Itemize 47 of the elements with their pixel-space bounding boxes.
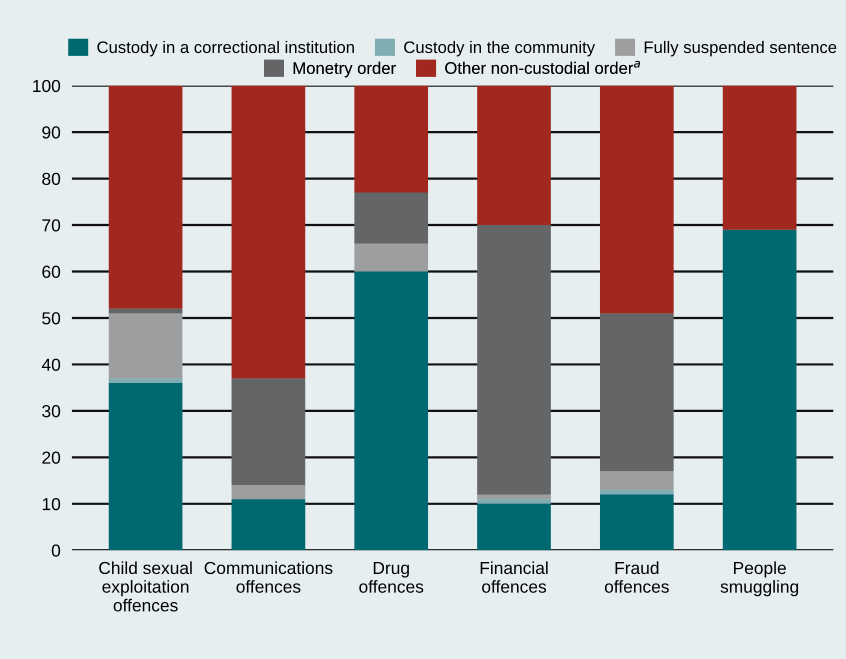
y-tick-label: 100 — [33, 80, 60, 92]
bar — [354, 272, 428, 550]
bar — [108, 308, 182, 314]
bar — [232, 485, 306, 500]
x-tick-label: People smuggling — [720, 561, 798, 596]
x-tick-label: Financial offences — [480, 561, 548, 593]
bar — [600, 490, 674, 495]
bar — [600, 471, 674, 490]
bar — [722, 86, 796, 230]
bar — [477, 504, 551, 550]
bar — [477, 494, 551, 500]
y-tick-label: 60 — [42, 266, 60, 278]
y-tick-label: 90 — [42, 126, 60, 139]
x-tick-label: Communications offences — [204, 561, 332, 593]
bar — [108, 383, 182, 550]
y-tick-label: 50 — [42, 312, 60, 324]
bar — [477, 86, 551, 226]
x-tick-label: Child sexual exploitation offences — [99, 561, 192, 612]
bar — [354, 192, 428, 244]
x-tick-label: Drug offences — [359, 562, 424, 593]
legend-label: Fully suspended sentence — [644, 40, 836, 56]
y-tick-label: 20 — [42, 452, 60, 464]
y-tick-label: 10 — [42, 498, 60, 510]
bar — [354, 244, 428, 272]
legend-label: Custody in the community — [404, 40, 596, 56]
bar — [108, 378, 182, 384]
bar — [108, 313, 182, 378]
bar — [600, 86, 674, 314]
legend-label: Other non-custodial order$^{a}$ — [445, 60, 640, 74]
y-tick-label: 40 — [42, 358, 60, 371]
bar — [600, 494, 674, 550]
y-tick-label: 70 — [42, 219, 60, 232]
bar — [600, 313, 674, 472]
legend-label: Monetry order — [294, 62, 396, 78]
x-tick-label: Fraud offences — [604, 561, 669, 593]
bar — [232, 86, 306, 378]
bar — [232, 378, 306, 486]
bar — [354, 86, 428, 193]
bar — [477, 499, 551, 504]
bar — [108, 86, 182, 309]
y-tick-label: 0 — [52, 544, 60, 557]
bar — [722, 230, 796, 550]
y-tick-label: 30 — [42, 405, 60, 418]
y-tick-label: 80 — [42, 172, 60, 186]
bar — [232, 499, 306, 550]
bar — [477, 225, 551, 495]
legend-label: Custody in a correctional institution — [97, 40, 354, 56]
